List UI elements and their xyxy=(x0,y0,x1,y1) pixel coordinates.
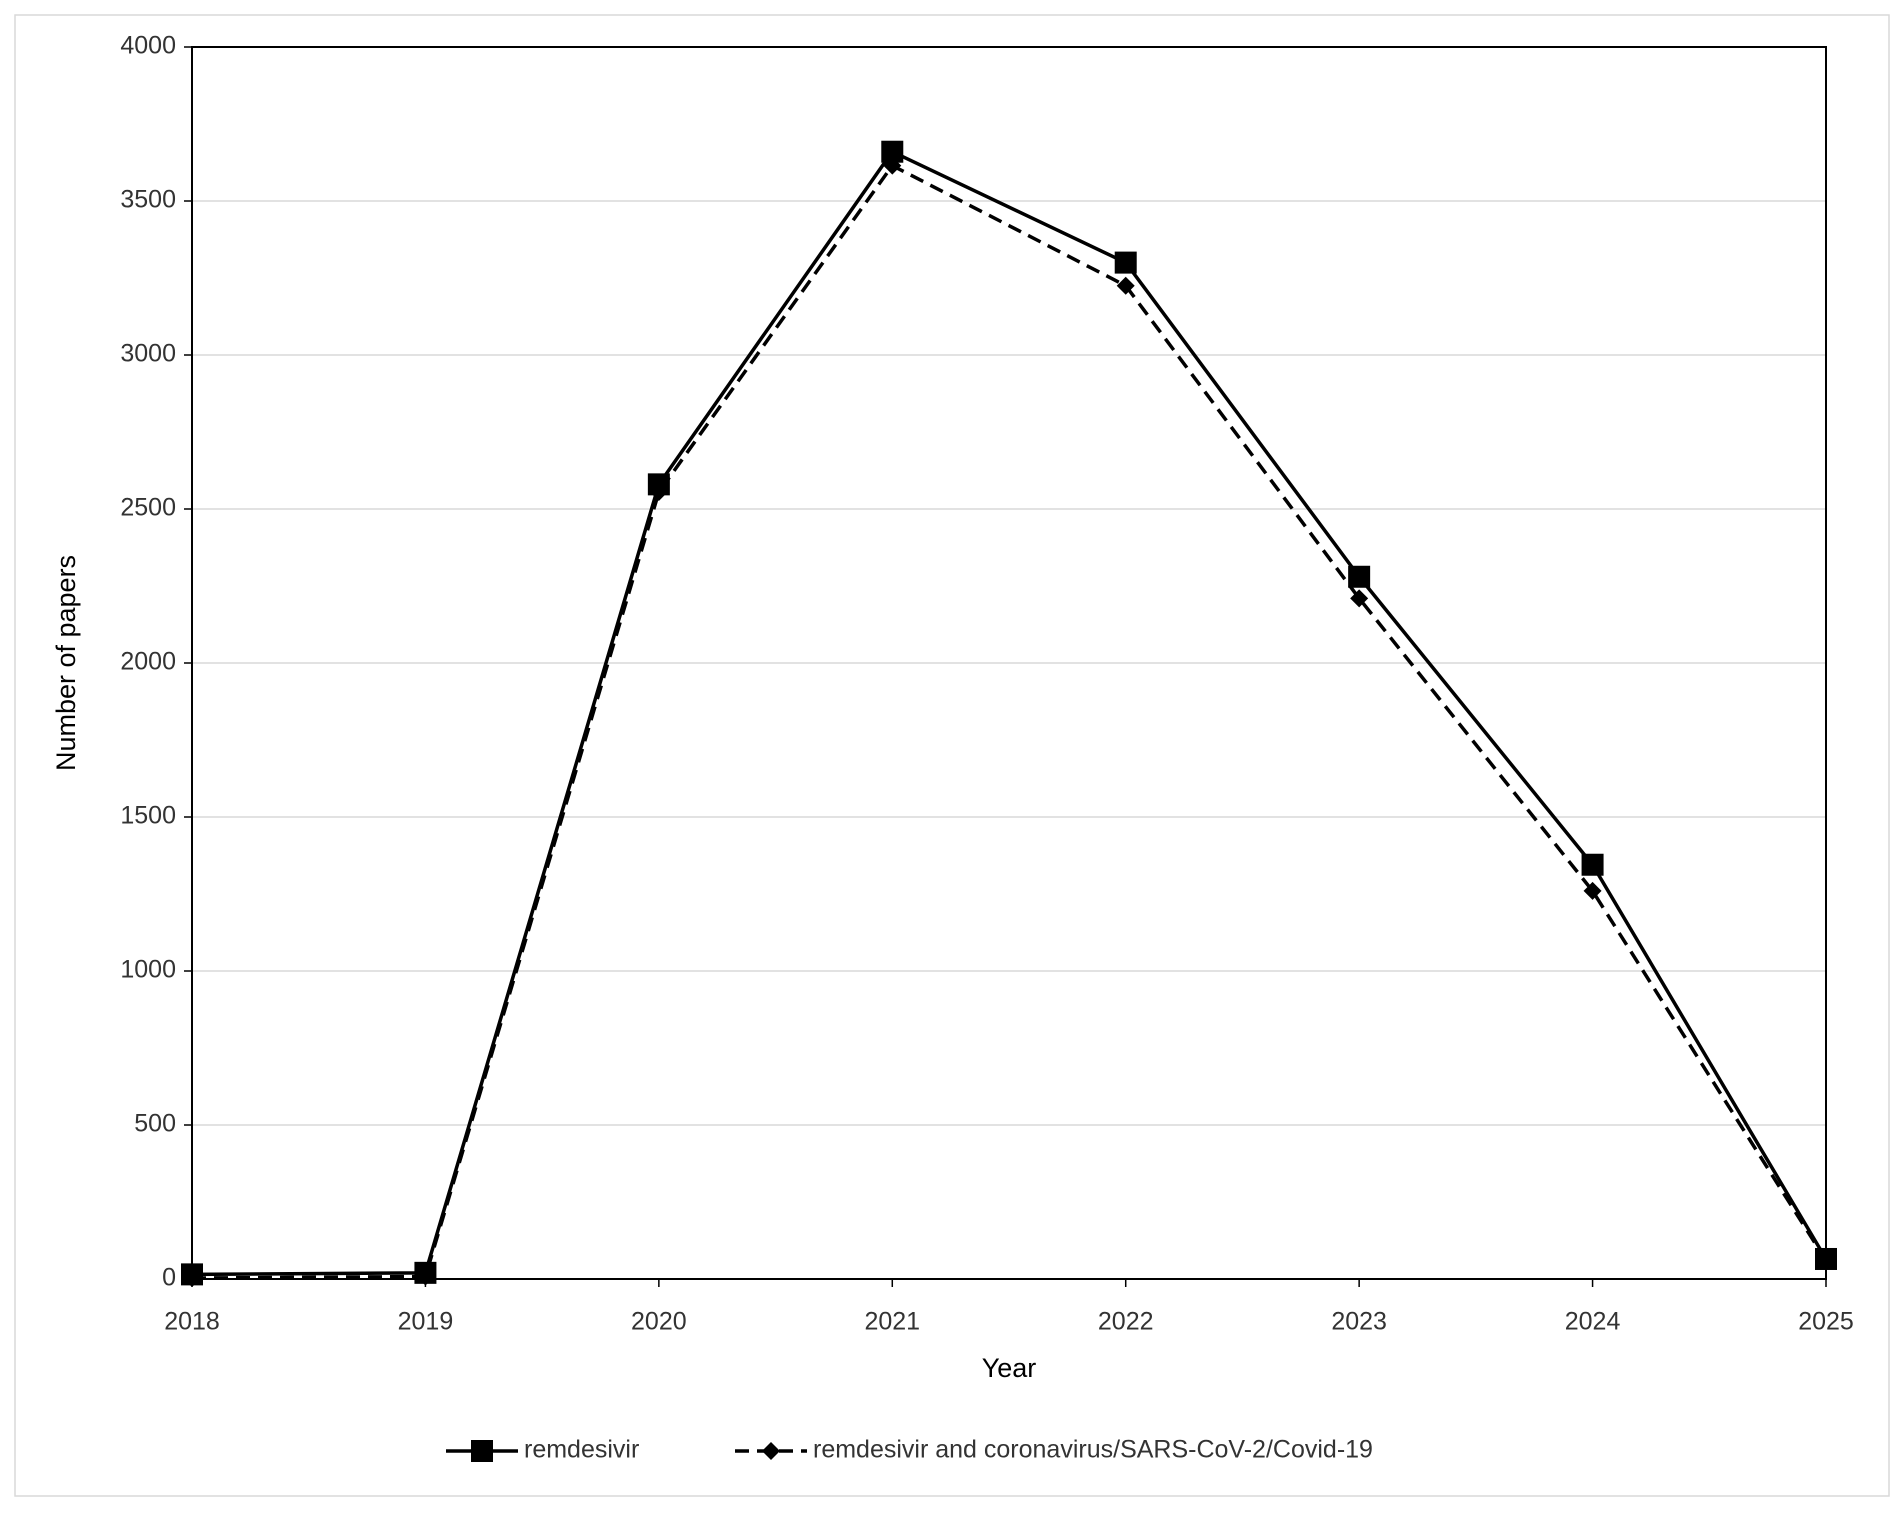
y-axis-label: Number of papers xyxy=(51,555,81,771)
y-tick-label: 1000 xyxy=(120,956,176,984)
y-tick-label: 2000 xyxy=(120,648,176,676)
x-axis-label: Year xyxy=(982,1353,1037,1383)
marker xyxy=(1583,881,1602,900)
x-tick-label: 2025 xyxy=(1798,1308,1854,1336)
x-tick-label: 2018 xyxy=(164,1308,220,1336)
chart-frame xyxy=(14,14,1890,1497)
y-tick-label: 1500 xyxy=(120,802,176,830)
marker xyxy=(1114,251,1137,274)
marker xyxy=(1581,853,1604,876)
marker xyxy=(1116,276,1135,295)
plot-frame xyxy=(191,46,1827,1280)
x-tick-label: 2020 xyxy=(631,1308,687,1336)
y-tick-label: 0 xyxy=(162,1264,176,1292)
legend-label: remdesivir and coronavirus/SARS-CoV-2/Co… xyxy=(813,1436,1373,1464)
marker xyxy=(649,483,668,502)
legend-marker xyxy=(471,1440,493,1462)
marker xyxy=(883,156,902,175)
x-tick-label: 2022 xyxy=(1098,1308,1154,1336)
x-tick-label: 2024 xyxy=(1565,1308,1621,1336)
x-tick-label: 2019 xyxy=(398,1308,454,1336)
series-line xyxy=(191,163,1828,1280)
y-tick-label: 3000 xyxy=(120,340,176,368)
x-tick-label: 2021 xyxy=(864,1308,920,1336)
marker xyxy=(183,1269,201,1288)
y-tick-label: 4000 xyxy=(120,32,176,60)
legend-marker xyxy=(762,1442,780,1460)
marker xyxy=(881,140,904,163)
x-tick-label: 2023 xyxy=(1331,1308,1387,1336)
marker xyxy=(1817,1251,1835,1270)
legend-label: remdesivir xyxy=(524,1436,639,1464)
marker xyxy=(416,1267,435,1286)
y-tick-label: 500 xyxy=(134,1110,176,1138)
marker xyxy=(1350,589,1369,608)
marker xyxy=(1348,565,1371,588)
y-tick-label: 2500 xyxy=(120,494,176,522)
y-tick-label: 3500 xyxy=(120,186,176,214)
